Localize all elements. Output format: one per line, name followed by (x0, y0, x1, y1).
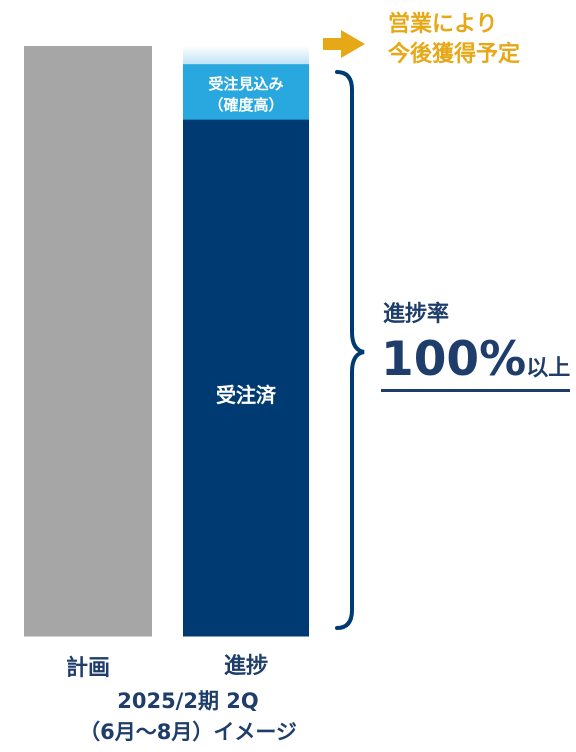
progress-rate-suffix: 以上 (526, 356, 571, 381)
category-label-progress: 進捗 (223, 654, 268, 679)
bar-segment-progress-2 (183, 63, 309, 120)
bar-segment-plan-0 (24, 46, 152, 637)
segment-label-ordered: 受注済 (216, 383, 276, 407)
progress-rate-number: 100% (381, 332, 527, 387)
acquisition-note-line1: 営業により (388, 12, 498, 37)
progress-rate-value: 100%以上 (381, 332, 571, 392)
arrow-right-icon (323, 30, 365, 58)
progress-rate-label: 進捗率 (383, 302, 450, 327)
segment-label-expected-line1: 受注見込み (208, 75, 284, 93)
category-label-plan: 計画 (65, 656, 110, 681)
acquisition-note-line2: 今後獲得予定 (388, 42, 521, 67)
bar-segment-progress-1 (183, 119, 309, 637)
bar-segment-progress-3 (183, 46, 309, 65)
segment-label-expected: 受注見込み （確度高） (183, 74, 309, 116)
progress-brace (335, 70, 365, 630)
caption-image-note: （6月～8月）イメージ (79, 720, 297, 744)
segment-label-expected-line2: （確度高） (208, 96, 284, 114)
acquisition-note: 営業により 今後獲得予定 (388, 10, 520, 70)
caption-period: 2025/2期 2Q (117, 689, 259, 713)
